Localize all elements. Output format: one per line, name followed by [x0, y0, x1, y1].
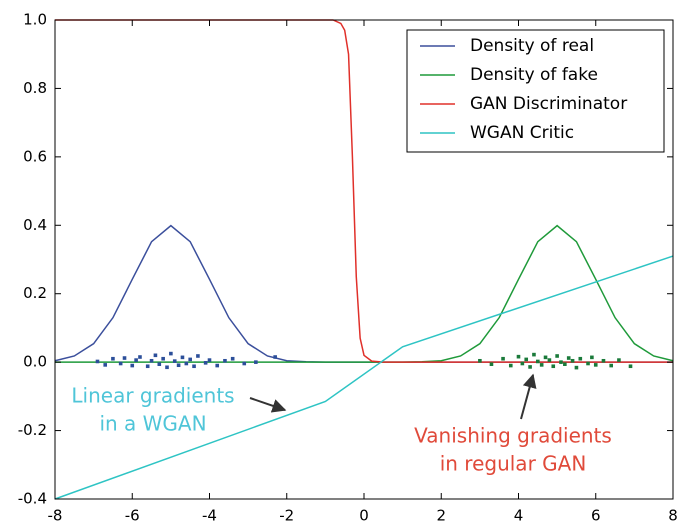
sample-point [628, 364, 633, 369]
sample-point [134, 358, 138, 362]
sample-point [118, 361, 123, 366]
sample-point [478, 358, 482, 363]
sample-point [617, 358, 621, 362]
sample-point [489, 362, 494, 366]
series-line [55, 224, 674, 363]
sample-point [528, 365, 532, 369]
x-tick-label: -6 [125, 507, 140, 525]
sample-point [555, 354, 559, 358]
sample-point [536, 359, 540, 364]
sample-point [566, 356, 571, 360]
annotation-arrow [520, 373, 537, 420]
sample-point [130, 363, 135, 368]
legend-label: Density of fake [470, 65, 598, 85]
sample-point [157, 362, 162, 366]
sample-point [586, 361, 590, 366]
x-tick-label: 2 [436, 507, 446, 525]
sample-point [551, 364, 556, 369]
legend-label: Density of real [470, 36, 594, 56]
sample-point [559, 360, 563, 364]
y-tick-label: 0.8 [23, 79, 47, 97]
annotation-text: in a WGAN [99, 412, 206, 436]
sample-point [165, 365, 169, 370]
sample-point [547, 358, 552, 362]
x-tick-label: 4 [514, 507, 524, 525]
y-tick-label: 1.0 [23, 11, 47, 29]
sample-point [230, 356, 235, 361]
sample-point [508, 363, 513, 368]
annotation-text: in regular GAN [440, 452, 587, 476]
sample-point [501, 356, 505, 361]
sample-point [149, 358, 154, 363]
sample-point [574, 365, 579, 370]
annotation-text: Vanishing gradients [414, 424, 612, 448]
x-tick-label: 8 [668, 507, 678, 525]
sample-point [188, 357, 192, 362]
y-tick-label: 0.6 [23, 147, 47, 165]
x-tick-label: -8 [48, 507, 63, 525]
series-line [54, 224, 673, 363]
x-tick-label: -4 [202, 507, 217, 525]
sample-point [570, 358, 575, 363]
legend-box [406, 29, 665, 153]
sample-point [593, 363, 598, 367]
sample-point [609, 363, 613, 368]
sample-point [273, 355, 277, 359]
x-tick-label: -2 [279, 507, 294, 525]
y-tick-label: 0.2 [23, 284, 47, 302]
sample-point [242, 361, 247, 366]
sample-point [532, 352, 536, 357]
sample-point [520, 361, 525, 366]
sample-point [539, 363, 544, 367]
sample-point [145, 364, 150, 369]
sample-point [516, 354, 521, 359]
sample-point [172, 359, 177, 363]
annotation-text: Linear gradients [71, 384, 234, 408]
y-tick-label: -0.4 [18, 490, 47, 508]
legend-label: GAN Discriminator [470, 94, 627, 114]
sample-point [578, 356, 583, 361]
x-tick-label: 0 [359, 507, 369, 525]
legend-label: WGAN Critic [470, 123, 574, 143]
sample-point [169, 351, 173, 356]
sample-point [184, 361, 189, 366]
sample-point [223, 358, 227, 363]
sample-point [192, 364, 196, 369]
sample-point [180, 355, 185, 360]
sample-point [203, 361, 208, 365]
sample-point [138, 355, 142, 359]
sample-point [254, 360, 258, 364]
sample-point [111, 356, 115, 361]
series-line [54, 255, 674, 500]
y-tick-label: 0.4 [23, 216, 47, 234]
sample-point [196, 354, 200, 358]
sample-point [590, 355, 594, 360]
sample-point [601, 358, 606, 363]
sample-point [524, 357, 529, 362]
sample-point [543, 355, 548, 360]
sample-point [176, 363, 181, 368]
sample-point [122, 356, 127, 360]
x-tick-label: 6 [591, 507, 601, 525]
sample-point [161, 356, 165, 361]
sample-point [215, 363, 220, 368]
annotation-arrow [249, 397, 287, 413]
y-tick-label: -0.2 [18, 421, 47, 439]
sample-point [207, 358, 212, 362]
sample-point [563, 362, 567, 366]
y-tick-label: 0.0 [23, 353, 47, 371]
sample-point [95, 359, 100, 364]
sample-point [103, 363, 108, 367]
sample-point [153, 353, 158, 358]
